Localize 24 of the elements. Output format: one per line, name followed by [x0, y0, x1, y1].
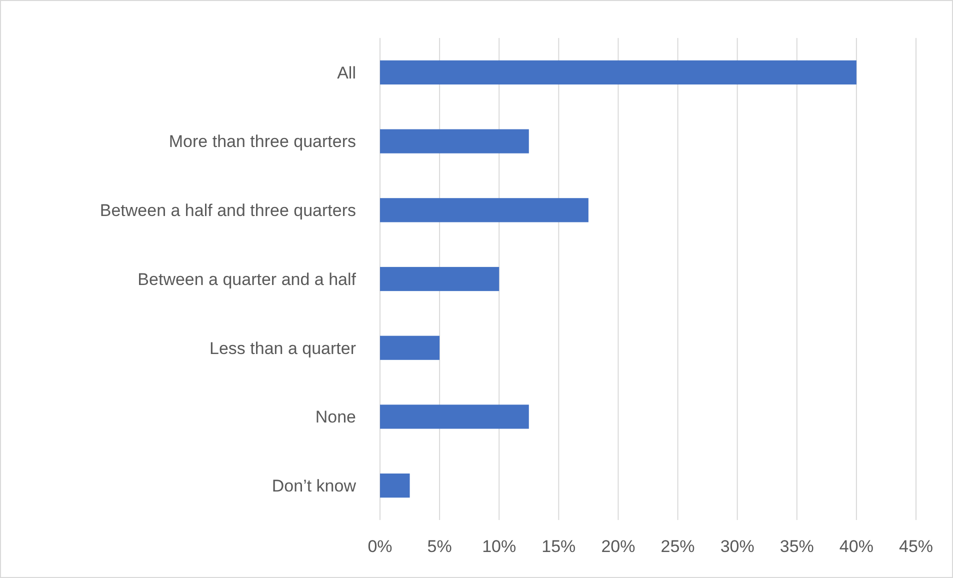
x-tick-label: 35% [780, 537, 814, 556]
x-tick-label: 45% [898, 537, 934, 556]
x-tick-label: 10% [482, 537, 516, 556]
y-tick-label: More than three quarters [168, 132, 356, 152]
x-tick-label: 15% [542, 537, 576, 556]
bar [380, 474, 410, 498]
x-tick-label: 30% [720, 537, 754, 556]
y-tick-label: Between a half and three quarters [100, 201, 356, 220]
x-tick-label: 25% [660, 537, 695, 556]
bar [380, 266, 500, 292]
y-tick-label: All [337, 63, 356, 82]
y-tick-label: None [315, 408, 356, 427]
y-tick-label: Less than a quarter [210, 338, 356, 358]
bar [380, 336, 440, 360]
y-tick-label: Don’t know [272, 476, 357, 496]
bar [380, 129, 529, 154]
x-tick-label: 20% [601, 537, 636, 556]
y-tick-label: Between a quarter and a half [138, 270, 356, 289]
x-tick-label: 5% [427, 537, 452, 556]
x-tick-label: 40% [839, 537, 874, 556]
x-tick-label: 0% [368, 537, 392, 556]
bar [380, 198, 588, 222]
bar [380, 404, 529, 429]
bar [380, 60, 856, 84]
